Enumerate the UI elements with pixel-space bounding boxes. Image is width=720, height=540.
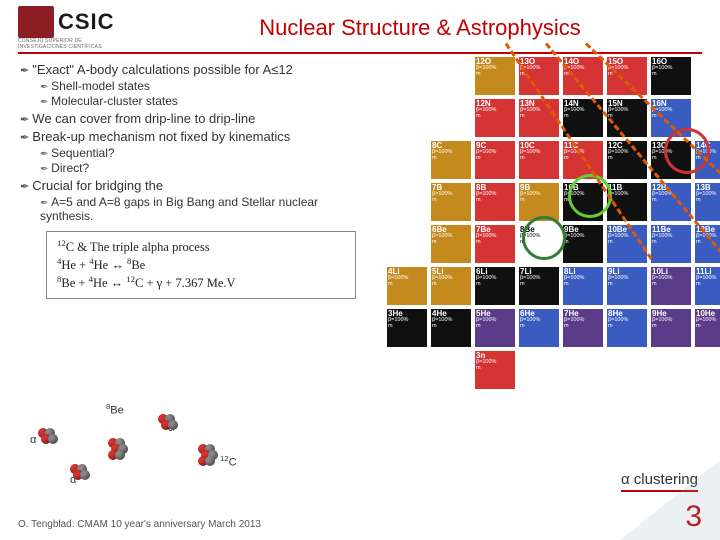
nuclide-cell: 9Liβ=100%m [606,266,648,306]
reaction-line-3: 8Be + 4He ↔ 12C + γ + 7.367 Me.V [57,274,345,292]
reaction-line-2: 4He + 4He ↔ 8Be [57,256,345,274]
nuclide-cell: 4Heβ=100%m [430,308,472,348]
nuclide-cell: 12Nβ=100%m [474,98,516,138]
footer: O. Tengblad: CMAM 10 year's anniversary … [18,519,261,530]
nuclide-cell: 8Liβ=100%m [562,266,604,306]
nuclide-cell: 11Liβ=100%m [694,266,720,306]
nuclide-chart: 12Oβ=100%m13Oβ=100%m14Oβ=100%m15Oβ=100%m… [386,56,714,356]
nuclide-cell: 15Oβ=100%m [606,56,648,96]
corner-decoration [620,460,720,540]
nuclide-cell: 9Beβ=100%m [562,224,604,264]
nuclide-cell: 4Liβ=100%m [386,266,428,306]
nuclide-cell: 13Bβ=100%m [694,182,720,222]
nuclide-cell: 5Heβ=100%m [474,308,516,348]
logo-subtitle: CONSEJO SUPERIOR DE INVESTIGACIONES CIEN… [18,38,128,50]
nucleon [48,434,58,444]
logo-text: CSIC [58,9,115,35]
nuclide-cell: 6Heβ=100%m [518,308,560,348]
reaction-line-1: 12C & The triple alpha process [57,238,345,256]
highlight-circle [568,174,612,218]
nuclide-cell: 6Beβ=100%m [430,224,472,264]
label-8be: 8Be [106,402,124,417]
nuclide-cell: 3nβ=100%m [474,350,516,390]
nuclide-cell: 7Bβ=100%m [430,182,472,222]
sup-12: 12 [57,238,66,248]
label-12c: 12C [220,454,237,469]
nuclide-cell: 7Heβ=100%m [562,308,604,348]
reactions-box: 12C & The triple alpha process 4He + 4He… [46,231,356,299]
nuclide-cell: 8Bβ=100%m [474,182,516,222]
nuclide-cell: 15Nβ=100%m [606,98,648,138]
bullet-4-1: A=5 and A=8 gaps in Big Bang and Stellar… [40,195,370,223]
nuclide-cell: 11Beβ=100%m [650,224,692,264]
nuclide-cell: 10Liβ=100%m [650,266,692,306]
nuclide-cell: 9Heβ=100%m [650,308,692,348]
nuclide-cell: 12Bβ=100%m [650,182,692,222]
nuclide-cell: 8Cβ=100%m [430,140,472,180]
alpha-diagram: 8Be α α α 12C [30,408,250,488]
nucleon [115,450,125,460]
nuclide-cell: 16Oβ=100%m [650,56,692,96]
nucleon [205,456,215,466]
nucleon [168,420,178,430]
nuclide-cell: 10Heβ=100%m [694,308,720,348]
nuclide-cell: 7Liβ=100%m [518,266,560,306]
nuclide-cell: 10Cβ=100%m [518,140,560,180]
nucleon [80,470,90,480]
highlight-circle [664,128,710,174]
label-alpha-1: α [30,434,36,446]
logo: CSIC CONSEJO SUPERIOR DE INVESTIGACIONES… [18,8,128,48]
reaction-1-text: C & The triple alpha process [66,240,210,254]
nuclide-cell: 9Cβ=100%m [474,140,516,180]
nuclide-cell: 8Heβ=100%m [606,308,648,348]
logo-mark [18,6,54,38]
nuclide-cell: 5Liβ=100%m [430,266,472,306]
page-title: Nuclear Structure & Astrophysics [138,15,702,41]
nuclide-cell: 3Heβ=100%m [386,308,428,348]
highlight-circle [522,216,566,260]
nuclide-cell: 6Liβ=100%m [474,266,516,306]
nuclide-cell: 12Oβ=100%m [474,56,516,96]
header: CSIC CONSEJO SUPERIOR DE INVESTIGACIONES… [18,8,702,48]
nuclide-cell: 7Beβ=100%m [474,224,516,264]
